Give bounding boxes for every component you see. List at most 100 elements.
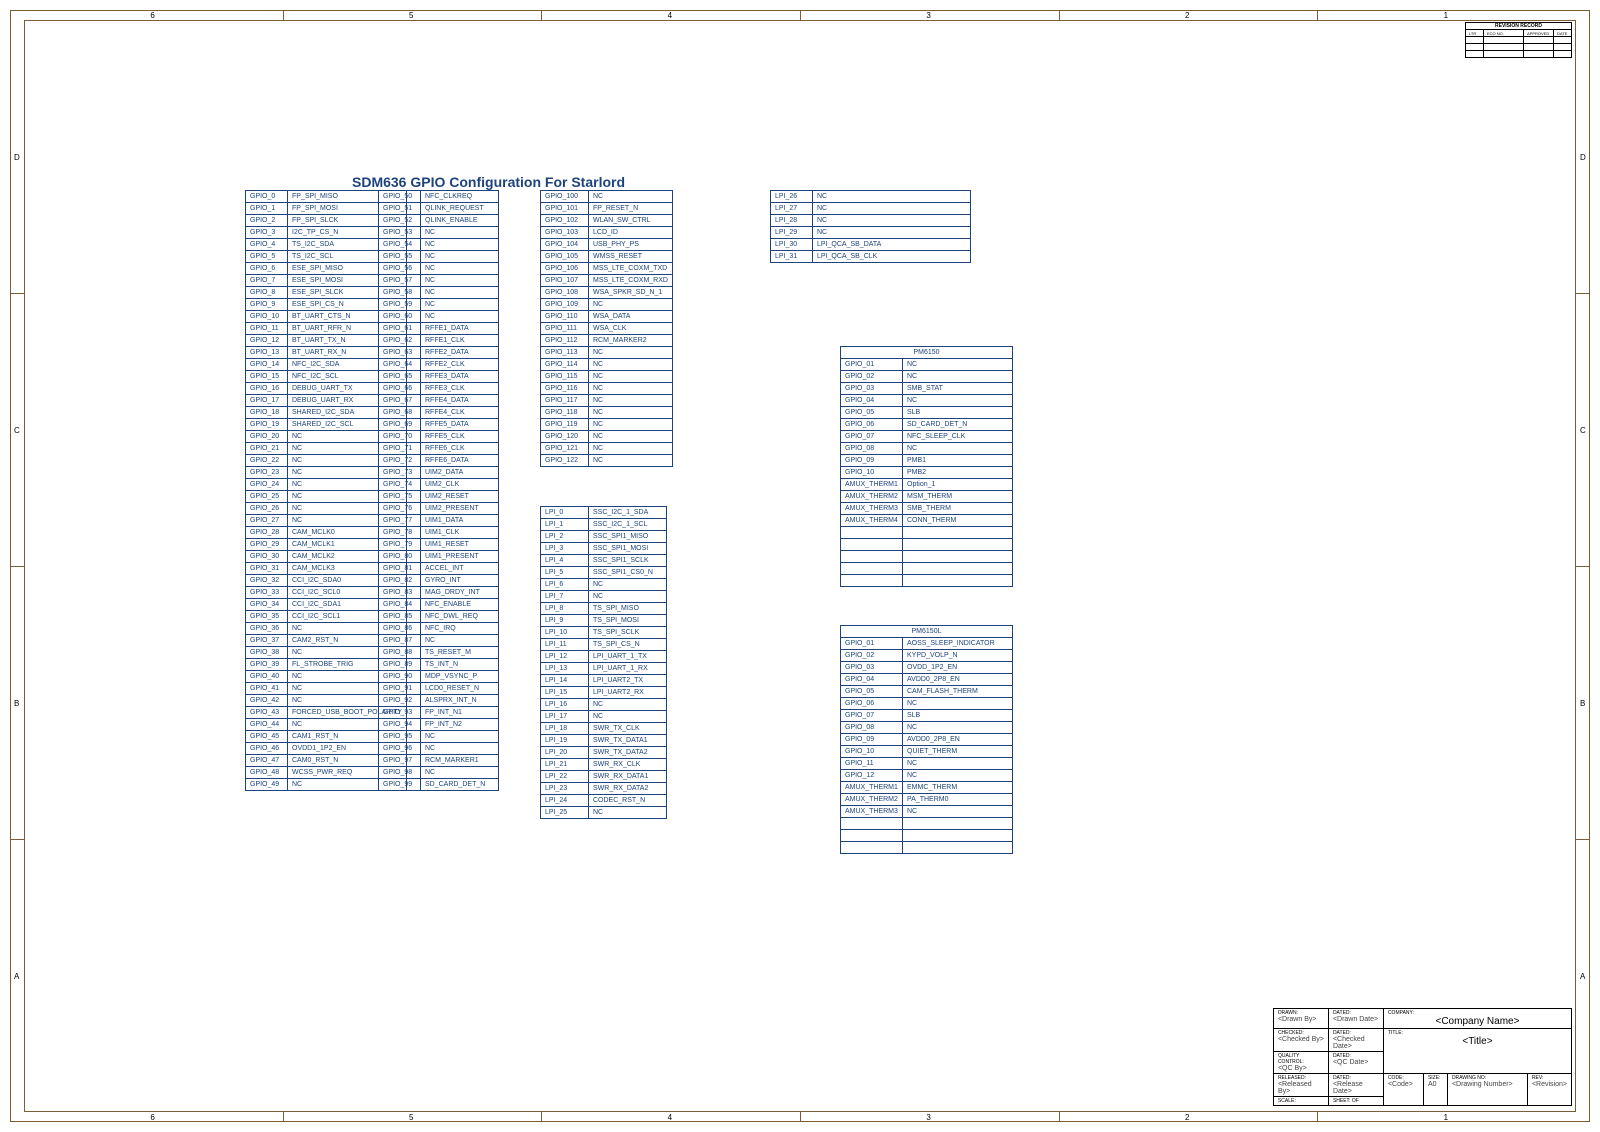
pmic-fn-cell: CAM_FLASH_THERM — [903, 686, 1013, 698]
pmic-fn-cell: PMB2 — [903, 467, 1013, 479]
gpio-fn-cell: SSC_I2C_1_SDA — [589, 507, 667, 519]
gpio-fn-cell: SWR_TX_DATA1 — [589, 735, 667, 747]
gpio-fn-cell: NC — [589, 419, 673, 431]
table-row: GPIO_72RFFE6_DATA — [379, 455, 499, 467]
gpio-fn-cell: TS_SPI_SCLK — [589, 627, 667, 639]
pmic-id-cell: GPIO_12 — [841, 770, 903, 782]
gpio-id-cell: LPI_30 — [771, 239, 813, 251]
table-row: GPIO_08NC — [841, 443, 1013, 455]
table-row: LPI_1SSC_I2C_1_SCL — [541, 519, 667, 531]
table-row: GPIO_76UIM2_PRESENT — [379, 503, 499, 515]
gpio-fn-cell: NC — [421, 239, 499, 251]
titleblock-cell: RELEASED:<Released By> — [1273, 1074, 1328, 1097]
pmic-fn-cell: PA_THERM0 — [903, 794, 1013, 806]
table-row: GPIO_06SD_CARD_DET_N — [841, 419, 1013, 431]
gpio-id-cell: GPIO_122 — [541, 455, 589, 467]
gpio-id-cell: GPIO_55 — [379, 251, 421, 263]
gpio-fn-cell: NC — [421, 287, 499, 299]
table-row: GPIO_02KYPD_VOLP_N — [841, 650, 1013, 662]
table-row: GPIO_113NC — [541, 347, 673, 359]
gpio-id-cell: GPIO_58 — [379, 287, 421, 299]
gpio-id-cell: GPIO_73 — [379, 467, 421, 479]
table-row: GPIO_60NC — [379, 311, 499, 323]
gpio-fn-cell: NC — [589, 359, 673, 371]
gpio-fn-cell: RFFE3_DATA — [421, 371, 499, 383]
gpio-id-cell: LPI_25 — [541, 807, 589, 819]
gpio-id-cell: GPIO_97 — [379, 755, 421, 767]
gpio-id-cell: GPIO_66 — [379, 383, 421, 395]
gpio-id-cell: GPIO_76 — [379, 503, 421, 515]
gpio-fn-cell: NC — [421, 299, 499, 311]
gpio-id-cell: GPIO_35 — [246, 611, 288, 623]
table-row: LPI_30LPI_QCA_SB_DATA — [771, 239, 971, 251]
gpio-id-cell: GPIO_40 — [246, 671, 288, 683]
gpio-id-cell: GPIO_83 — [379, 587, 421, 599]
table-row: GPIO_119NC — [541, 419, 673, 431]
gpio-fn-cell: NC — [421, 263, 499, 275]
table-row: LPI_2SSC_SPI1_MISO — [541, 531, 667, 543]
pmic-fn-cell: SLB — [903, 710, 1013, 722]
table-row: LPI_26NC — [771, 191, 971, 203]
table-row: GPIO_81ACCEL_INT — [379, 563, 499, 575]
rev-header-cell: LTR — [1466, 30, 1484, 37]
pmic-id-cell: GPIO_08 — [841, 722, 903, 734]
pmic-id-cell: GPIO_03 — [841, 383, 903, 395]
table-row: GPIO_74UIM2_CLK — [379, 479, 499, 491]
table-row: GPIO_57NC — [379, 275, 499, 287]
pmic-id-cell: GPIO_01 — [841, 638, 903, 650]
gpio-id-cell: GPIO_111 — [541, 323, 589, 335]
gpio-id-cell: GPIO_20 — [246, 431, 288, 443]
titleblock-value: <Company Name> — [1388, 1016, 1567, 1027]
gpio-id-cell: GPIO_5 — [246, 251, 288, 263]
gpio-fn-cell: RFFE2_DATA — [421, 347, 499, 359]
gpio-id-cell: GPIO_36 — [246, 623, 288, 635]
gpio-fn-cell: LPI_UART2_TX — [589, 675, 667, 687]
pmic-fn-cell: NC — [903, 443, 1013, 455]
table-row: LPI_27NC — [771, 203, 971, 215]
gpio-id-cell: GPIO_104 — [541, 239, 589, 251]
table-row: GPIO_11NC — [841, 758, 1013, 770]
pmic-fn-cell: NFC_SLEEP_CLK — [903, 431, 1013, 443]
gpio-id-cell: GPIO_71 — [379, 443, 421, 455]
gpio-id-cell: GPIO_95 — [379, 731, 421, 743]
table-row: AMUX_THERM4CONN_THERM — [841, 515, 1013, 527]
pmic-fn-cell: NC — [903, 359, 1013, 371]
gpio-id-cell: GPIO_56 — [379, 263, 421, 275]
gpio-fn-cell: UIM1_RESET — [421, 539, 499, 551]
table-row: GPIO_07SLB — [841, 710, 1013, 722]
table-row-blank — [841, 539, 1013, 551]
table-row: LPI_12LPI_UART_1_TX — [541, 651, 667, 663]
rev-header-cell: ECO NO. — [1484, 30, 1524, 37]
gpio-id-cell: GPIO_37 — [246, 635, 288, 647]
gpio-fn-cell: SWR_RX_DATA2 — [589, 783, 667, 795]
pm6150l-table: PM6150LGPIO_01AOSS_SLEEP_INDICATORGPIO_0… — [840, 625, 1013, 854]
gpio-fn-cell: NC — [589, 407, 673, 419]
gpio-fn-cell: ALSPRX_INT_N — [421, 695, 499, 707]
titleblock-value: <Drawn Date> — [1333, 1016, 1379, 1023]
table-row: GPIO_01AOSS_SLEEP_INDICATOR — [841, 638, 1013, 650]
table-row: GPIO_75UIM2_RESET — [379, 491, 499, 503]
gpio-id-cell: GPIO_121 — [541, 443, 589, 455]
gpio-id-cell: LPI_31 — [771, 251, 813, 263]
gpio-fn-cell: WSA_CLK — [589, 323, 673, 335]
pmic-id-cell: AMUX_THERM3 — [841, 503, 903, 515]
table-row: GPIO_102WLAN_SW_CTRL — [541, 215, 673, 227]
gpio-fn-cell: SWR_RX_CLK — [589, 759, 667, 771]
table-row: GPIO_86NFC_IRQ — [379, 623, 499, 635]
gpio-fn-cell: TS_SPI_MISO — [589, 603, 667, 615]
pmic-id-cell: GPIO_09 — [841, 734, 903, 746]
gpio-id-cell: GPIO_38 — [246, 647, 288, 659]
gpio-fn-cell: WLAN_SW_CTRL — [589, 215, 673, 227]
table-row: GPIO_09AVDD0_2P8_EN — [841, 734, 1013, 746]
titleblock-value: <Title> — [1388, 1036, 1567, 1047]
gpio-id-cell: LPI_17 — [541, 711, 589, 723]
gpio-id-cell: GPIO_106 — [541, 263, 589, 275]
gpio-fn-cell: NC — [589, 191, 673, 203]
pmic-fn-cell: NC — [903, 722, 1013, 734]
gpio-fn-cell: SWR_RX_DATA1 — [589, 771, 667, 783]
gpio-id-cell: LPI_6 — [541, 579, 589, 591]
gpio-id-cell: LPI_14 — [541, 675, 589, 687]
pmic-fn-cell: NC — [903, 395, 1013, 407]
table-row: GPIO_106MSS_LTE_COXM_TXD — [541, 263, 673, 275]
table-row: GPIO_101FP_RESET_N — [541, 203, 673, 215]
